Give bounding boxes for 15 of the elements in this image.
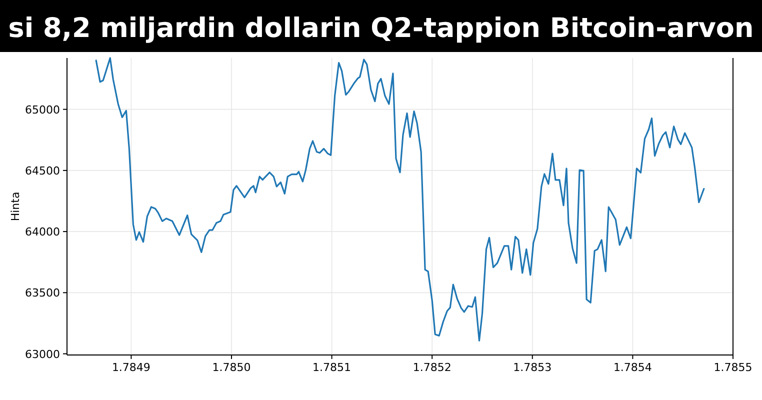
line-series (95, 57, 705, 342)
x-tick-label: 1.7849 (112, 361, 150, 374)
y-tick-label: 64500 (25, 164, 60, 178)
chart-title: si 8,2 miljardin dollarin Q2-tappion Bitcoin-arvon (8, 13, 754, 44)
x-tick-label: 1.7850 (212, 361, 251, 374)
y-axis-title: Hinta (9, 192, 22, 222)
y-tick-label: 63500 (25, 286, 60, 300)
y-tick-label: 63000 (25, 348, 60, 361)
x-tick-label: 1.7851 (312, 361, 352, 374)
x-tick-label: 1.7855 (714, 361, 752, 374)
y-tick-label: 64000 (25, 226, 60, 239)
y-tick-label: 65000 (25, 103, 60, 116)
x-tick-label: 1.7852 (412, 361, 452, 374)
x-tick-label: 1.7853 (513, 361, 552, 374)
x-tick-label: 1.7854 (613, 361, 652, 374)
